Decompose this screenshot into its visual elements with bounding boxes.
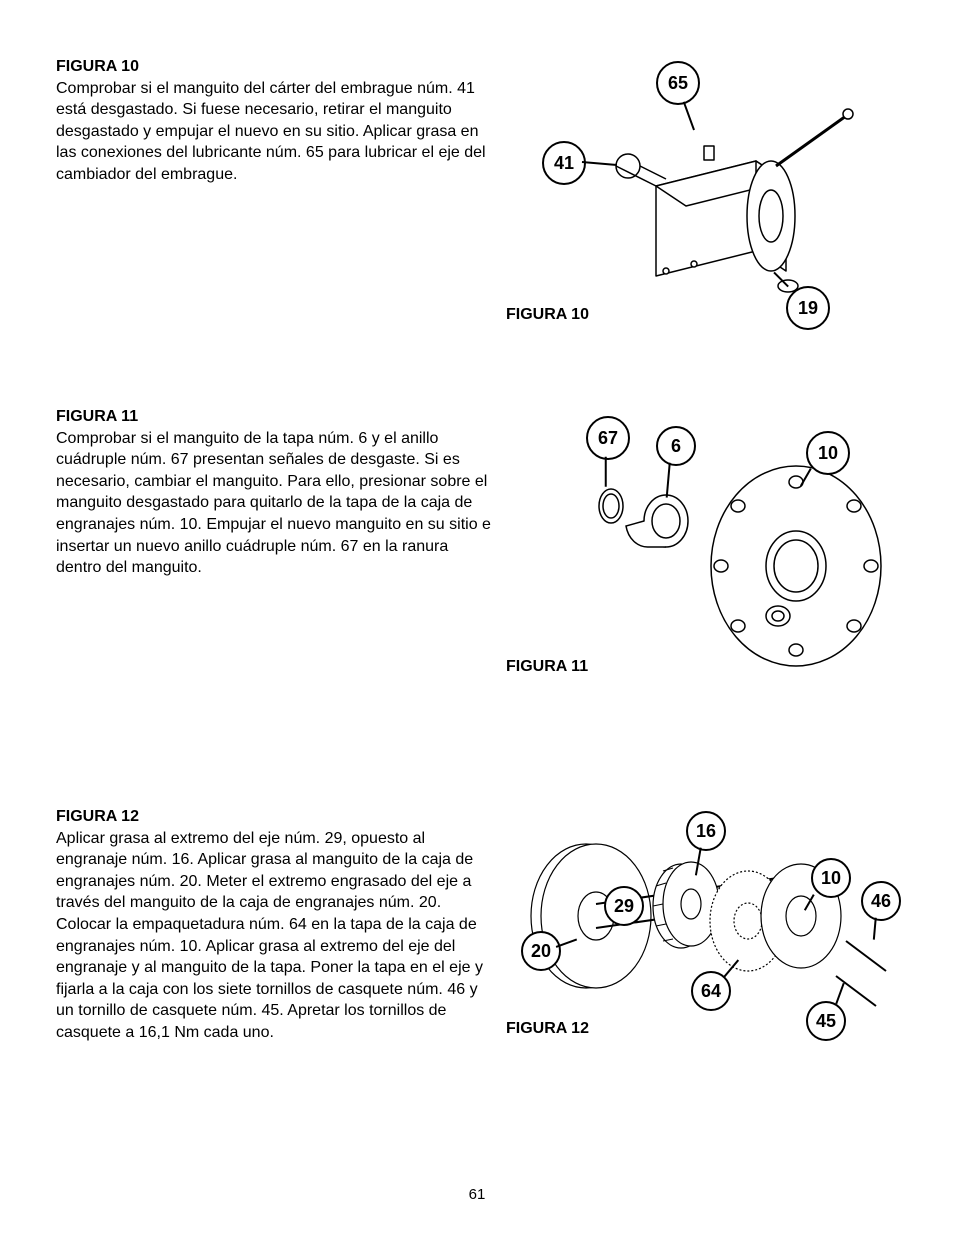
text-column: FIGURA 11 Comprobar si el manguito de la… [56, 406, 506, 579]
label-29: 29 [604, 886, 644, 926]
page-number: 61 [0, 1185, 954, 1205]
caption-figura-11: FIGURA 11 [506, 656, 588, 678]
section-figura-12: FIGURA 12 Aplicar grasa al extremo del e… [56, 776, 898, 1096]
section-figura-10: FIGURA 10 Comprobar si el manguito del c… [56, 56, 898, 336]
label-10: 10 [806, 431, 850, 475]
body-figura-11: Comprobar si el manguito de la tapa núm.… [56, 428, 496, 579]
heading-figura-11: FIGURA 11 [56, 406, 496, 428]
label-46: 46 [861, 881, 901, 921]
label-20: 20 [521, 931, 561, 971]
body-figura-12: Aplicar grasa al extremo del eje núm. 29… [56, 828, 496, 1044]
label-19: 19 [786, 286, 830, 330]
label-64: 64 [691, 971, 731, 1011]
label-65: 65 [656, 61, 700, 105]
caption-figura-12: FIGURA 12 [506, 1018, 589, 1040]
body-figura-10: Comprobar si el manguito del cárter del … [56, 78, 496, 186]
caption-figura-10: FIGURA 10 [506, 304, 589, 326]
label-67: 67 [586, 416, 630, 460]
figure-10: 65 41 19 FIGURA 10 [506, 56, 898, 336]
text-column: FIGURA 10 Comprobar si el manguito del c… [56, 56, 506, 186]
label-45: 45 [806, 1001, 846, 1041]
label-6: 6 [656, 426, 696, 466]
label-41: 41 [542, 141, 586, 185]
figure-12: 16 29 20 10 46 64 45 FIGURA 12 [506, 776, 898, 1076]
heading-figura-10: FIGURA 10 [56, 56, 496, 78]
page: FIGURA 10 Comprobar si el manguito del c… [0, 0, 954, 1235]
leader [605, 457, 607, 487]
label-16: 16 [686, 811, 726, 851]
figure-11: 67 6 10 FIGURA 11 [506, 406, 898, 706]
text-column: FIGURA 12 Aplicar grasa al extremo del e… [56, 776, 506, 1044]
section-figura-11: FIGURA 11 Comprobar si el manguito de la… [56, 406, 898, 706]
label-10: 10 [811, 858, 851, 898]
heading-figura-12: FIGURA 12 [56, 806, 496, 828]
